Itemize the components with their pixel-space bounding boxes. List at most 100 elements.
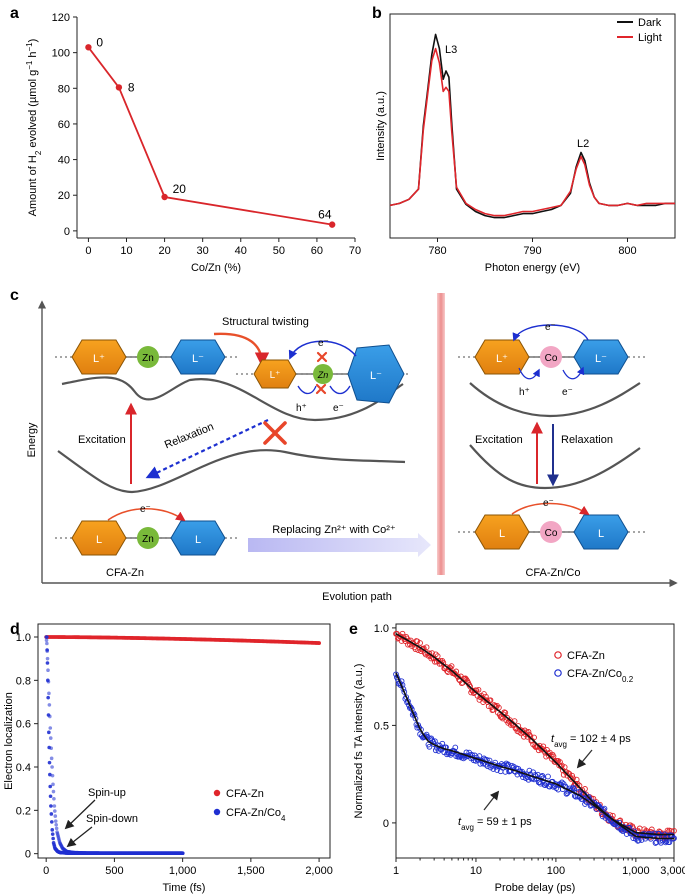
svg-text:Zn: Zn [317, 370, 329, 380]
svg-text:Co: Co [545, 353, 558, 364]
annotation-arrow [576, 749, 593, 769]
svg-text:L⁺: L⁺ [496, 353, 508, 365]
y-tick-label: 1.0 [16, 632, 31, 644]
x-axis-title: Photon energy (eV) [485, 262, 580, 274]
zinc-node-icon: Zn [137, 346, 159, 368]
data-point-cfa-zn [414, 638, 421, 645]
chart-panel-d: 0 500 1,000 1,500 2,000 0 0.2 0.4 0.6 0.8 1.0 Time … [3, 623, 333, 894]
ligand-hex-icon: L⁻ [573, 339, 629, 375]
data-point-cfa-zn [671, 827, 677, 834]
data-point-cfa-zn-co4 [49, 756, 54, 761]
evolution-axis-label: Evolution path [322, 591, 392, 603]
x-tick-label: 800 [618, 245, 636, 257]
annotation-tavg-cfa-zn-co: tavg = 59 ± 1 ps [458, 816, 532, 832]
ligand-hex-icon: L [170, 520, 226, 556]
y-tick-label: 20 [58, 190, 70, 202]
data-point-cfa-zn-co [545, 773, 551, 780]
x-tick-label: 30 [197, 245, 209, 257]
charge-transfer-arrow [107, 507, 186, 522]
data-point-cfa-zn [573, 776, 580, 783]
data-point-cfa-zn-co4 [47, 745, 51, 750]
y-axis-title: Normalized fs TA intensity (a.u.) [353, 664, 365, 819]
x-tick-label: 780 [428, 245, 446, 257]
mechanism-diagram: Energy Evolution path Excitation Relaxat… [26, 293, 678, 603]
data-point-cfa-zn-co4 [52, 804, 57, 808]
data-label: 64 [318, 208, 332, 222]
svg-text:h⁺: h⁺ [519, 387, 530, 398]
annotation-l2: L2 [577, 138, 589, 150]
data-point-cfa-zn-co4 [47, 730, 51, 735]
data-point-cfa-zn-co4 [47, 703, 52, 707]
data-point-cfa-zn [494, 702, 500, 709]
data-point-cfa-zn-co4 [47, 760, 52, 765]
y-axis-title: Electron localization [3, 692, 15, 790]
svg-text:L⁺: L⁺ [270, 370, 281, 381]
data-point-cfa-zn-co4 [54, 822, 58, 827]
spin-down-arrow [66, 826, 93, 848]
ground-state-curve-right [469, 444, 641, 490]
chart-panel-b: 780 790 800 Photon energy (eV) Intensity (a.… [375, 13, 676, 274]
data-point-cfa-zn-co [439, 740, 446, 747]
panel-label-e: e [349, 621, 358, 638]
data-point-cfa-zn-co4 [49, 812, 54, 816]
fit-line-1 [395, 672, 674, 840]
data-point-cfa-zn [444, 668, 450, 674]
svg-text:L: L [499, 528, 505, 540]
svg-text:e⁻: e⁻ [545, 322, 556, 333]
data-label: 20 [173, 182, 187, 196]
data-point-cfa-zn [317, 641, 321, 645]
data-point-cfa-zn-co4 [54, 826, 59, 831]
ligand-hex-icon: L⁺ [71, 339, 127, 375]
panel-label-d: d [10, 621, 20, 638]
relaxation-label-left: Relaxation [163, 421, 216, 452]
y-axis-title: Intensity (a.u.) [375, 91, 387, 161]
y-tick-label: 0.5 [374, 720, 389, 732]
x-tick-label: 70 [349, 245, 361, 257]
x-tick-label: 1 [393, 865, 399, 877]
excitation-label-right: Excitation [475, 434, 523, 446]
x-tick-label: 790 [523, 245, 541, 257]
data-point [328, 221, 336, 228]
series-line-light [389, 47, 675, 217]
data-point-cfa-zn-co4 [48, 726, 53, 730]
data-point-cfa-zn-co4 [50, 773, 55, 778]
data-point-cfa-zn-co4 [46, 713, 51, 717]
data-point-cfa-zn-co [559, 779, 565, 786]
svg-text:e⁻: e⁻ [562, 387, 573, 398]
data-point-cfa-zn-co4 [44, 635, 49, 639]
data-point-cfa-zn [423, 644, 430, 651]
y-tick-label: 40 [58, 155, 70, 167]
data-point-cfa-zn-co4 [50, 765, 54, 769]
x-axis-title: Co/Zn (%) [191, 262, 241, 274]
legend-marker [554, 651, 562, 659]
svg-text:L: L [195, 534, 201, 546]
data-point-cfa-zn-co4 [48, 794, 53, 799]
data-point-cfa-zn [531, 734, 537, 741]
annotation-tavg-cfa-zn: tavg = 102 ± 4 ps [551, 733, 631, 749]
ground-state-curve [57, 449, 406, 494]
zinc-node-icon: Zn [313, 364, 333, 384]
section-divider [437, 293, 445, 575]
cfa-zn-co-label: CFA-Zn/Co [525, 567, 580, 579]
y-tick-label: 0.4 [16, 762, 31, 774]
legend-label: Dark [638, 17, 662, 29]
legend-marker [554, 669, 562, 677]
data-point [161, 193, 168, 201]
x-tick-label: 0 [43, 865, 49, 877]
data-point-cfa-zn-co [415, 722, 422, 728]
data-point [115, 84, 123, 91]
x-tick-label: 0 [85, 245, 91, 257]
cobalt-node-icon: Co [540, 521, 562, 543]
data-point-cfa-zn-co4 [48, 736, 53, 740]
x-tick-label: 10 [470, 865, 482, 877]
y-tick-label: 0.8 [16, 675, 31, 687]
excitation-label-left: Excitation [78, 434, 126, 446]
annotation-l3: L3 [445, 44, 457, 56]
y-tick-label: 0 [383, 818, 389, 830]
spin-up-arrow [64, 799, 96, 830]
data-point-cfa-zn-co4 [46, 678, 50, 683]
data-point-cfa-zn-co4 [45, 641, 49, 646]
y-tick-label: 80 [58, 83, 70, 95]
x-tick-label: 1,000 [622, 865, 650, 877]
